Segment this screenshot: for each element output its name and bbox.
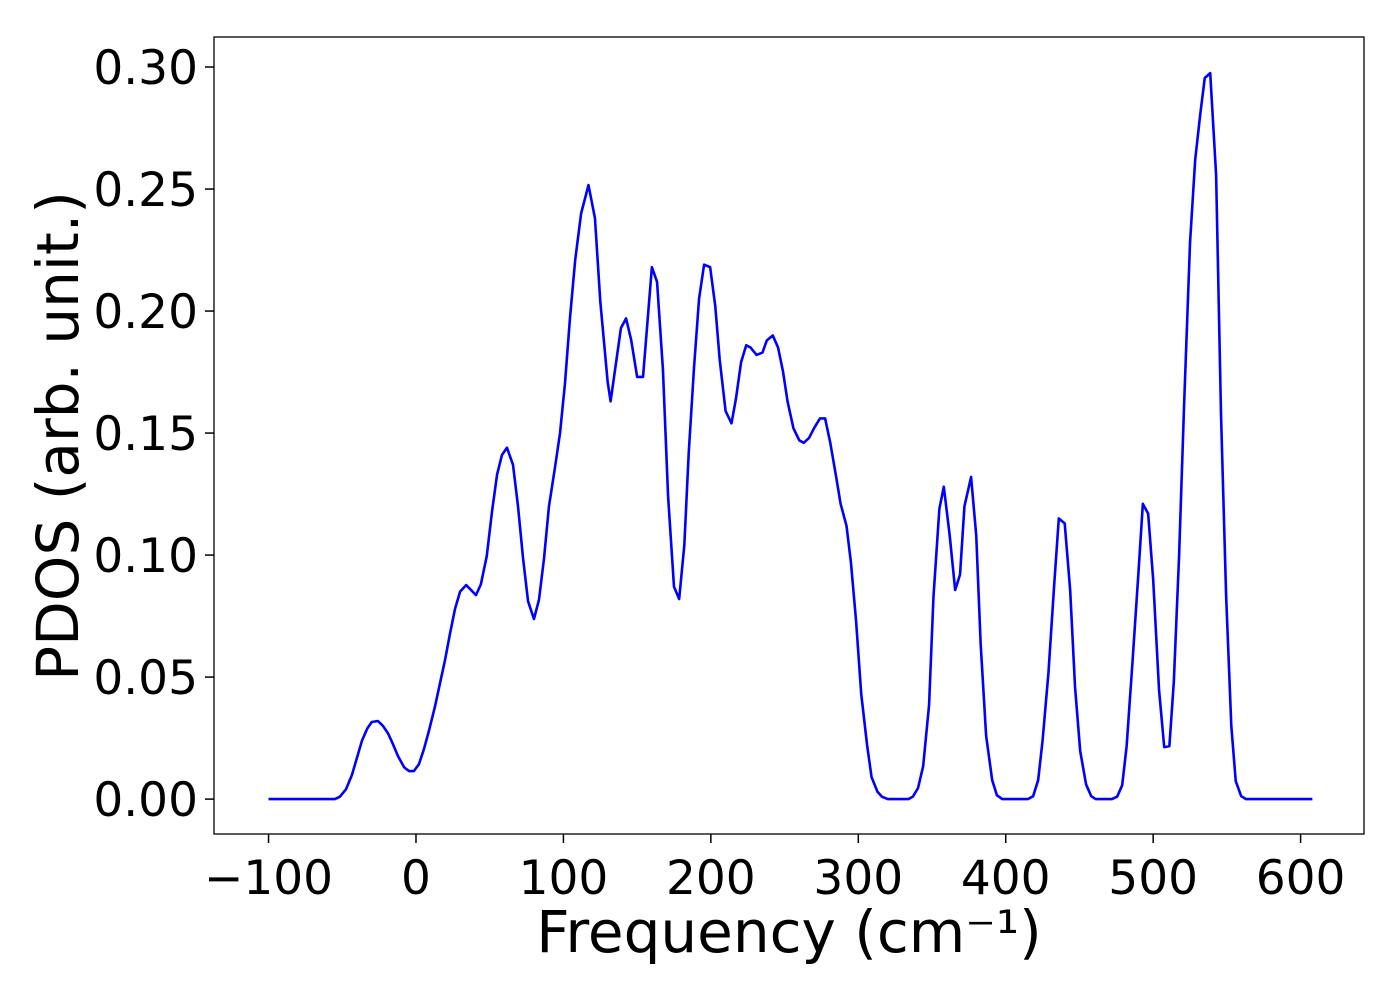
x-tick-label: 300 <box>813 851 903 906</box>
y-tick-label: 0.10 <box>93 529 198 584</box>
x-tick-label: 200 <box>666 851 756 906</box>
plot-frame <box>213 36 1365 835</box>
x-tick-label: 600 <box>1256 851 1346 906</box>
data-line <box>268 71 1313 801</box>
x-axis-label: Frequency (cm⁻¹) <box>536 898 1042 966</box>
y-tick-label: 0.30 <box>93 41 198 96</box>
x-tick-label: −100 <box>204 851 333 906</box>
y-tick-label: 0.00 <box>93 773 198 828</box>
x-tick-label: 0 <box>401 851 431 906</box>
x-tick-label: 500 <box>1108 851 1198 906</box>
y-tick-label: 0.25 <box>93 163 198 218</box>
x-tick-label: 400 <box>961 851 1051 906</box>
x-tick-label: 100 <box>519 851 609 906</box>
y-tick-label: 0.15 <box>93 407 198 462</box>
y-tick-label: 0.20 <box>93 285 198 340</box>
y-tick-label: 0.05 <box>93 651 198 706</box>
y-axis-label: PDOS (arb. unit.) <box>24 191 92 681</box>
